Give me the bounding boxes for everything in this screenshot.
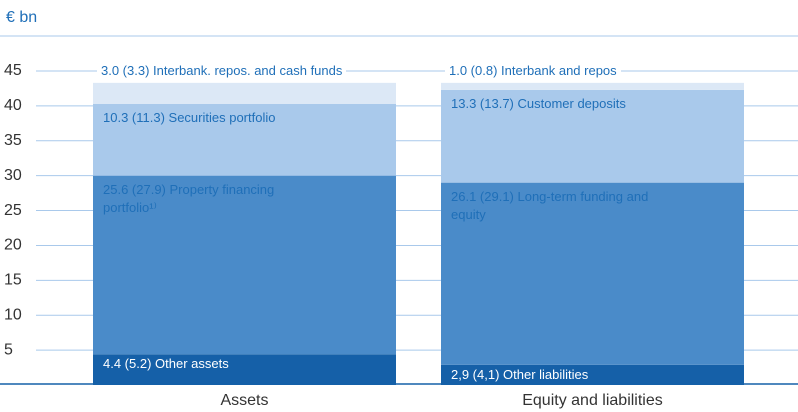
bar-segment — [93, 175, 396, 355]
bar-segment — [93, 354, 396, 385]
data-label: 26.1 (29.1) Long-term funding and equity — [451, 188, 649, 222]
y-tick-label: 25 — [4, 202, 22, 219]
y-tick-label: 45 — [4, 62, 22, 79]
y-axis-unit: € bn — [6, 9, 37, 26]
data-label: 25.6 (27.9) Property financing portfolio… — [103, 181, 275, 215]
x-tick-label: Assets — [220, 392, 268, 409]
y-tick-label: 15 — [4, 272, 22, 289]
data-label: 4.4 (5.2) Other assets — [103, 356, 229, 372]
bar-segment — [441, 364, 744, 385]
y-tick-label: 30 — [4, 167, 22, 184]
data-label: 2,9 (4,1) Other liabilities — [451, 366, 589, 382]
data-label: 3.0 (3.3) Interbank. repos. and cash fun… — [97, 61, 347, 80]
data-label: 1.0 (0.8) Interbank and repos — [445, 61, 621, 80]
y-tick-label: 5 — [4, 341, 13, 358]
x-tick-label: Equity and liabilities — [522, 392, 663, 409]
bar-segment — [93, 82, 396, 104]
y-tick-label: 20 — [4, 237, 22, 254]
data-label: 10.3 (11.3) Securities portfolio — [103, 109, 276, 125]
y-tick-label: 10 — [4, 306, 22, 323]
bar-segment — [441, 82, 744, 90]
data-label: 13.3 (13.7) Customer deposits — [451, 95, 626, 111]
y-tick-label: 35 — [4, 132, 22, 149]
bar-segment — [93, 103, 396, 176]
bar-segment — [441, 182, 744, 365]
bar-segment — [441, 89, 744, 183]
y-tick-label: 40 — [4, 97, 22, 114]
